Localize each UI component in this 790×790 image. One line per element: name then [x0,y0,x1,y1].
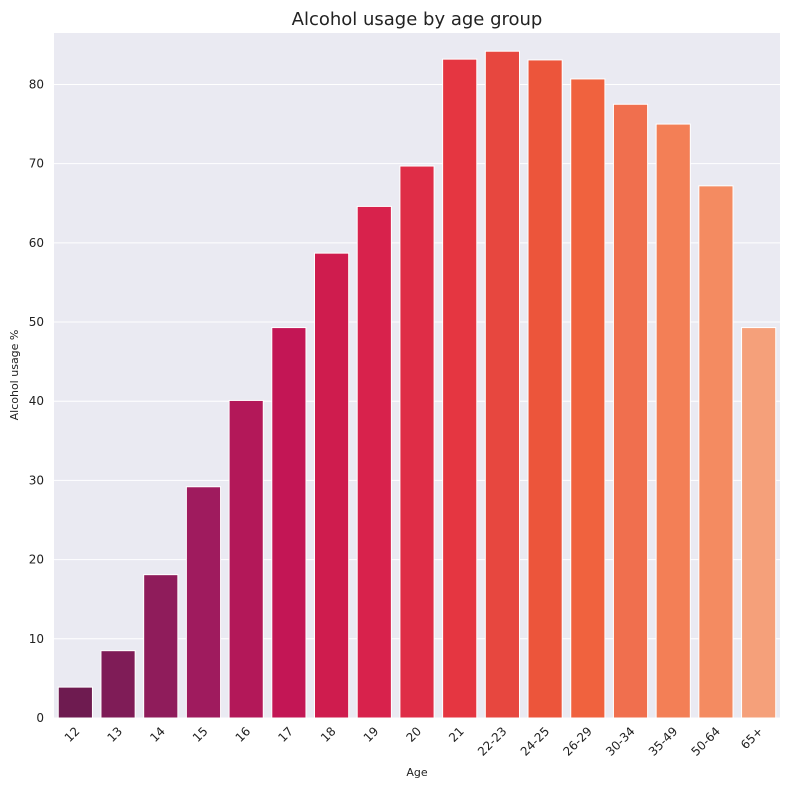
x-tick-label: 19 [361,724,382,745]
bar-22-23 [484,50,520,719]
bar-14 [143,574,179,719]
bar-16 [228,399,264,719]
y-tick-label: 80 [29,77,44,91]
x-tick-label: 35-49 [646,724,681,759]
x-tick-label: 14 [147,724,168,745]
y-tick-label: 10 [29,632,44,646]
bar-19 [356,205,392,719]
x-tick-label: 18 [318,724,339,745]
x-tick-label: 22-23 [475,724,510,759]
x-tick-label: 12 [62,724,83,745]
bar-15 [185,486,222,719]
y-tick-label: 70 [29,157,44,171]
y-tick-label: 50 [29,315,44,329]
x-tick-label: 50-64 [689,724,724,759]
y-tick-label: 20 [29,553,44,567]
y-axis-ticks: 0 10 20 30 40 50 60 70 80 [29,77,44,725]
y-axis-label: Alcohol usage % [8,330,21,421]
x-tick-label: 24-25 [518,724,553,759]
bar-12 [57,686,93,719]
bar-50-64 [698,185,734,719]
x-tick-label: 21 [446,724,467,745]
x-tick-label: 15 [190,724,211,745]
bars-group [57,50,777,719]
x-tick-label: 16 [233,724,254,745]
x-tick-label: 17 [275,724,296,745]
bar-24-25 [527,59,563,719]
bar-20 [399,165,435,719]
bar-35-49 [655,123,691,719]
x-tick-label: 65+ [738,724,766,752]
bar-13 [100,650,136,719]
x-tick-label: 13 [104,724,125,745]
x-tick-label: 30-34 [603,724,638,759]
x-tick-label: 26-29 [560,724,595,759]
chart-title: Alcohol usage by age group [292,9,543,30]
y-tick-label: 60 [29,236,44,250]
x-axis-label: Age [406,766,428,779]
x-tick-label: 20 [403,724,424,745]
x-axis-ticks: 12 13 14 15 16 17 18 19 20 21 22-23 24-25 26-29 30-34… [62,724,766,759]
y-tick-label: 0 [36,711,44,725]
bar-17 [271,327,307,719]
y-tick-label: 30 [29,473,44,487]
bar-21 [442,58,478,719]
bar-18 [314,252,350,719]
bar-26-29 [570,78,606,719]
bar-65+ [741,327,777,719]
bar-30-34 [612,103,649,719]
y-tick-label: 40 [29,394,44,408]
